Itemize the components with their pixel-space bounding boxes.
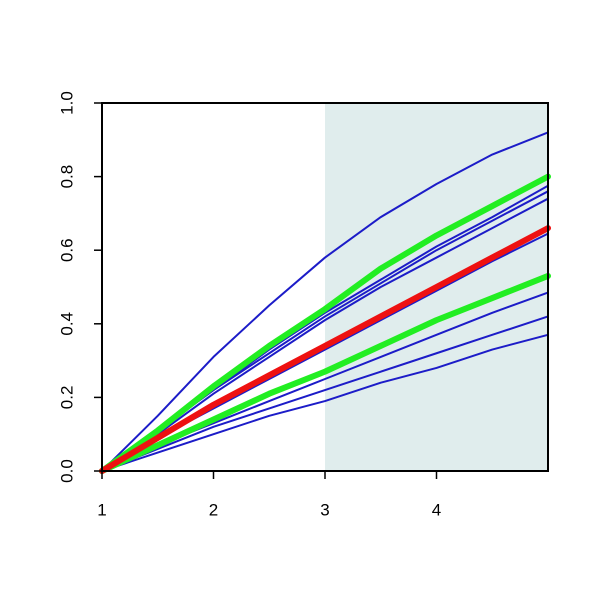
curve <box>99 225 551 474</box>
y-tick-label: 1.0 <box>57 91 76 115</box>
y-tick-label: 0.6 <box>57 238 76 262</box>
x-tick-label: 2 <box>209 500 218 519</box>
x-tick-label: 1 <box>97 500 106 519</box>
x-tick-label: 4 <box>432 500 441 519</box>
y-tick-label: 0.4 <box>57 312 76 336</box>
curve <box>101 333 549 472</box>
curve <box>101 315 549 472</box>
curve <box>101 197 549 472</box>
y-tick-label: 0.8 <box>57 165 76 189</box>
curve <box>101 131 549 472</box>
curve <box>99 272 551 474</box>
y-tick-label: 0.2 <box>57 386 76 410</box>
x-tick-label: 3 <box>320 500 329 519</box>
curve <box>99 173 551 474</box>
y-tick-label: 0.0 <box>57 459 76 483</box>
